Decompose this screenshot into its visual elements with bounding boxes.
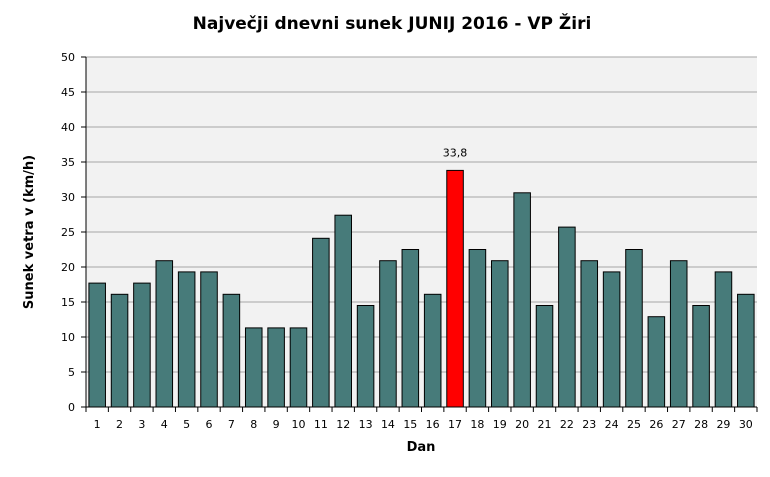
x-tick-label: 25 — [627, 418, 641, 431]
x-tick-label: 7 — [228, 418, 235, 431]
x-tick-label: 3 — [138, 418, 145, 431]
x-tick-label: 21 — [538, 418, 552, 431]
bar-day-25 — [625, 249, 643, 408]
x-axis-label: Dan — [407, 440, 436, 455]
y-tick-label: 35 — [61, 156, 75, 169]
gridlines — [86, 56, 757, 373]
x-tick-label: 10 — [291, 418, 305, 431]
y-axis-ticks: 0 5 10 15 20 25 30 35 40 45 50 — [61, 51, 86, 414]
bar-day-27 — [669, 260, 688, 408]
x-tick-label: 12 — [336, 418, 350, 431]
bar-day-2 — [110, 293, 129, 408]
bar-day-14 — [379, 260, 397, 408]
bar-day-17 — [446, 169, 464, 408]
data-label: 33,8 — [443, 146, 468, 159]
x-tick-label: 24 — [605, 418, 619, 431]
y-axis-label: Sunek vetra v (km/h) — [22, 155, 37, 309]
bar-day-4 — [155, 260, 174, 408]
x-tick-label: 19 — [493, 418, 507, 431]
bar-day-10 — [289, 327, 308, 408]
y-tick-label: 25 — [61, 226, 75, 239]
bar-day-21 — [535, 305, 554, 408]
chart-title: Največji dnevni sunek JUNIJ 2016 - VP Ži… — [193, 12, 592, 34]
y-tick-label: 20 — [61, 261, 75, 274]
bar-day-29 — [714, 271, 733, 408]
x-axis-ticks: 1 2 3 4 5 6 7 8 9 10 11 12 13 14 15 16 17 18 19 20 21 22 23 24 2… — [85, 407, 758, 431]
bar-day-18 — [468, 249, 487, 408]
bar-day-12 — [334, 214, 352, 408]
bar-day-3 — [133, 282, 151, 408]
bar-day-15 — [401, 249, 420, 408]
x-tick-label: 15 — [403, 418, 417, 431]
bar-day-1 — [88, 282, 106, 408]
bar-day-24 — [602, 271, 621, 408]
bar-day-23 — [580, 260, 599, 408]
y-tick-label: 50 — [61, 51, 75, 64]
bar-day-8 — [244, 327, 263, 408]
y-tick-label: 30 — [61, 191, 75, 204]
y-tick-label: 10 — [61, 331, 75, 344]
x-tick-label: 23 — [582, 418, 596, 431]
x-tick-label: 20 — [515, 418, 529, 431]
x-tick-label: 30 — [739, 418, 753, 431]
y-tick-label: 5 — [68, 366, 75, 379]
x-tick-label: 29 — [716, 418, 730, 431]
bar-day-26 — [647, 316, 666, 408]
bar-day-7 — [222, 293, 241, 408]
x-tick-label: 28 — [694, 418, 708, 431]
y-tick-label: 45 — [61, 86, 75, 99]
x-tick-label: 17 — [448, 418, 462, 431]
bar-day-20 — [513, 192, 531, 408]
bars: 33,8 — [88, 146, 755, 408]
bar-day-11 — [312, 237, 330, 408]
x-tick-label: 2 — [116, 418, 123, 431]
x-tick-label: 26 — [649, 418, 663, 431]
bar-day-5 — [177, 271, 196, 408]
x-tick-label: 9 — [273, 418, 280, 431]
x-tick-label: 4 — [161, 418, 168, 431]
bar-day-6 — [200, 271, 218, 408]
x-tick-label: 14 — [381, 418, 395, 431]
x-tick-label: 22 — [560, 418, 574, 431]
x-tick-label: 13 — [359, 418, 373, 431]
x-tick-label: 6 — [206, 418, 213, 431]
bar-day-19 — [491, 260, 509, 408]
y-tick-label: 40 — [61, 121, 75, 134]
x-tick-label: 1 — [94, 418, 101, 431]
x-tick-label: 8 — [250, 418, 257, 431]
x-tick-label: 27 — [672, 418, 686, 431]
bar-day-13 — [356, 305, 375, 408]
x-tick-label: 18 — [470, 418, 484, 431]
y-tick-label: 15 — [61, 296, 75, 309]
x-tick-label: 5 — [183, 418, 190, 431]
x-tick-label: 11 — [314, 418, 328, 431]
y-tick-label: 0 — [68, 401, 75, 414]
bar-day-9 — [267, 327, 285, 408]
bar-day-28 — [692, 305, 710, 408]
x-tick-label: 16 — [426, 418, 440, 431]
bar-day-16 — [423, 293, 442, 408]
bar-day-22 — [558, 226, 576, 408]
bar-day-30 — [737, 293, 755, 408]
